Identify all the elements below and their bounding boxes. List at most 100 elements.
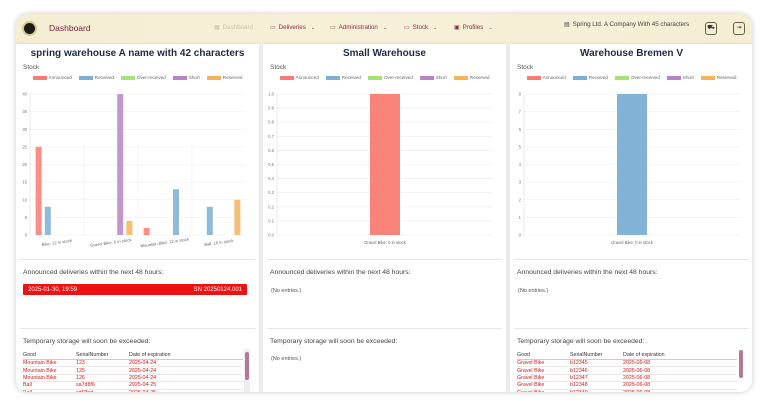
table-cell: b12347 (570, 374, 588, 381)
table-cell: Gravel Bike (517, 390, 570, 392)
legend-item[interactable]: Over-received (120, 75, 166, 80)
y-tick-label: 0 (25, 233, 28, 238)
y-tick-label: 0.4 (268, 176, 274, 181)
table-row[interactable]: Mountain Bike 125 2025-04-24 (23, 367, 243, 375)
table-cell: b12349 (570, 390, 623, 392)
legend-swatch (206, 75, 221, 80)
cart-button[interactable]: ⛟ (705, 22, 717, 35)
scrollbar-thumb[interactable] (739, 350, 743, 378)
table-cell: Gravel Bike (517, 382, 545, 389)
table-header-cell: Good (517, 352, 530, 358)
building-icon: ▤ (564, 22, 570, 28)
divider (267, 259, 502, 260)
table-cell: 123 (76, 360, 85, 367)
legend-swatch (120, 75, 135, 80)
nav-administration[interactable]: ▭ Administration ⌄ (330, 24, 387, 31)
nav-stock-label: Stock (412, 24, 429, 31)
y-tick-label: 0.2 (268, 204, 274, 209)
stock-chart-2: 0.0 0.1 0.2 0.3 0.4 0.5 0.6 0.7 0.8 0.9 1.0 Gravel … (268, 92, 493, 245)
table-row[interactable]: Ballsdf7fsd2025-04-25 (23, 390, 243, 392)
legend-item[interactable]: Short (172, 75, 200, 80)
bar (44, 206, 51, 235)
table-row[interactable]: Mountain Bike 123 2025-04-24 (23, 360, 243, 368)
table-row[interactable]: Gravel Bike b12348 2025-06-08 (517, 382, 737, 390)
y-tick-label: 4 (519, 162, 522, 167)
legend-swatch (526, 75, 541, 80)
storage-table: Good SerialNumber Date of expiration Gravel… (517, 352, 737, 392)
deliveries-empty: (No entries.) (271, 288, 302, 294)
legend-swatch (572, 75, 587, 80)
delivery-entry[interactable]: 2025-01-30, 19:59 SN 20250124.001 (23, 284, 247, 295)
table-cell: b12348 (570, 382, 588, 389)
legend-label: Received (588, 75, 608, 80)
bar (617, 94, 647, 235)
table-cell: sa7d8f6 (76, 382, 95, 389)
legend-item[interactable]: Received (78, 75, 114, 80)
y-tick-label: 10 (22, 197, 27, 202)
storage-label: Temporary storage will soon be exceeded: (517, 338, 645, 345)
legend-item[interactable]: Over-received (367, 75, 413, 80)
nav-deliveries[interactable]: ▭ Deliveries ⌄ (270, 24, 315, 31)
legend-swatch (325, 75, 340, 80)
company-name[interactable]: ▤ Spring Ltd. A Company With 45 character… (564, 21, 704, 30)
legend-item[interactable]: Short (666, 75, 694, 80)
grid-icon: ▦ (214, 25, 220, 31)
y-tick-label: 8 (519, 92, 522, 97)
table-row[interactable]: Ball sa7d8f6 2025-04-25 (23, 382, 243, 390)
table-row[interactable]: Mountain Bike 126 2025-04-24 (23, 375, 243, 383)
legend-label: Short (435, 75, 447, 80)
divider (514, 328, 749, 329)
scrollbar-thumb[interactable] (245, 352, 249, 380)
legend-label: Short (188, 75, 200, 80)
legend-item[interactable]: Reserved (206, 75, 242, 80)
x-tick-label: Mountain Bike: 12 in stock (140, 237, 190, 249)
legend-item[interactable]: Announced (32, 75, 72, 80)
logo-icon[interactable] (22, 21, 37, 36)
legend-item[interactable]: Over-received (614, 75, 660, 80)
legend-item[interactable]: Announced (279, 75, 319, 80)
table-row[interactable]: Gravel Bikeb123492025-06-08 (517, 390, 737, 392)
x-tick-label: Bike: 12 in stock (41, 238, 73, 247)
legend-swatch (367, 75, 382, 80)
nav-stock[interactable]: ▭ Stock ⌄ (404, 24, 437, 31)
table-cell: sdf7fsd (76, 390, 129, 392)
legend-label: Received (341, 75, 361, 80)
table-cell: 2025-06-08 (623, 390, 703, 392)
nav-dashboard[interactable]: ▦ Dashboard (214, 24, 253, 31)
warehouse-panel-3: Warehouse Bremen V Stock Announced Receiv… (510, 44, 752, 392)
legend-swatch (172, 75, 187, 80)
y-tick-label: 0.5 (268, 162, 274, 167)
legend-item[interactable]: Reserved (453, 75, 490, 80)
table-cell: 125 (76, 367, 85, 374)
table-row[interactable]: Gravel Bike b12345 2025-06-08 (517, 360, 737, 368)
chevron-down-icon: ⌄ (433, 24, 438, 31)
x-tick-label: Gravel Bike: 0 in stock (611, 240, 654, 245)
bar (126, 220, 133, 235)
deliveries-label: Announced deliveries within the next 48 … (517, 269, 658, 276)
brand-link[interactable]: Dashboard (49, 23, 91, 33)
legend-item[interactable]: Short (419, 75, 447, 80)
legend-item[interactable]: Received (572, 75, 608, 80)
warehouse-panel-1: spring warehouse A name with 42 characte… (16, 44, 259, 392)
y-tick-label: 0 (519, 233, 522, 238)
legend-item[interactable]: Received (325, 75, 361, 80)
legend-label: Received (94, 75, 114, 80)
y-tick-label: 0.6 (268, 148, 274, 153)
table-row[interactable]: Gravel Bike b12347 2025-06-08 (517, 374, 737, 383)
storage-label: Temporary storage will soon be exceeded: (23, 338, 151, 345)
divider (514, 259, 749, 260)
legend-item[interactable]: Announced (526, 75, 566, 80)
table-cell: 2025-04-25 (129, 390, 209, 392)
nav-profiles[interactable]: ▣ Profiles ⌄ (454, 24, 493, 31)
legend-swatch (700, 75, 715, 80)
logout-button[interactable]: ⇥ (733, 22, 745, 35)
stock-chart-3: 0 1 2 3 4 5 6 7 8 Gravel Bike: 0 in stock (519, 92, 740, 245)
table-cell: Gravel Bike (517, 367, 545, 374)
legend-swatch (453, 75, 468, 80)
legend-label: Reserved (469, 75, 490, 80)
legend-item[interactable]: Reserved (700, 75, 736, 80)
delivery-code: SN 20250124.001 (193, 286, 242, 293)
legend-swatch (666, 75, 681, 80)
x-tick-label: Ball: 10 in stock (204, 238, 235, 247)
table-row[interactable]: Gravel Bike b12346 2025-06-08 (517, 367, 737, 375)
